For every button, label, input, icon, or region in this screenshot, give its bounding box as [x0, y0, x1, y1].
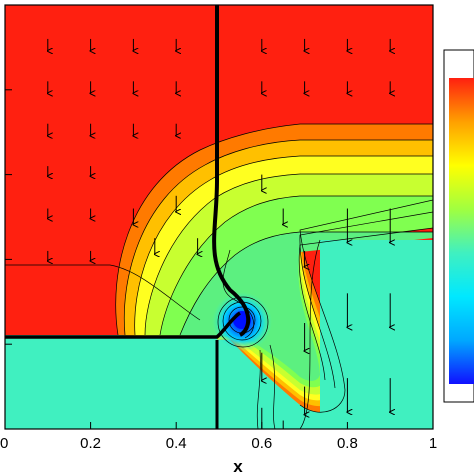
region-lower-left: [5, 338, 217, 429]
contour-line: [298, 227, 433, 381]
x-tick-label: 0: [0, 435, 8, 452]
contour-lines: [5, 123, 433, 429]
contour-line: [134, 155, 433, 336]
x-tick-label: 0.8: [337, 435, 358, 452]
band-light-green: [180, 232, 433, 381]
contour-line: [217, 296, 269, 348]
contour-line: [269, 344, 276, 429]
x-axis-title: x: [233, 457, 243, 474]
colorbar: [449, 78, 474, 384]
shock-lines: [5, 5, 251, 429]
y-axis: [5, 4, 12, 430]
x-tick-label: 0.4: [166, 435, 187, 452]
contour-line: [159, 195, 433, 336]
x-tick-label: 0.2: [80, 435, 101, 452]
x-axis: 0 0.2 0.4 0.6 0.8 1: [0, 422, 437, 452]
contour-line: [123, 139, 433, 336]
contour-line: [5, 264, 201, 321]
contour-line: [179, 231, 433, 336]
shock-vertical-upper: [212, 5, 251, 337]
region-lower-right: [320, 240, 433, 429]
contour-line: [115, 123, 433, 336]
shock-horizontal: [5, 311, 242, 339]
plot-area: [5, 5, 433, 429]
contour-line: [299, 199, 433, 413]
velocity-vectors: [48, 38, 390, 429]
x-tick-label: 1: [429, 435, 437, 452]
plot-frame: [4, 4, 434, 430]
contour-line: [256, 349, 261, 429]
x-tick-label: 0.6: [251, 435, 272, 452]
contour-line: [299, 211, 433, 389]
